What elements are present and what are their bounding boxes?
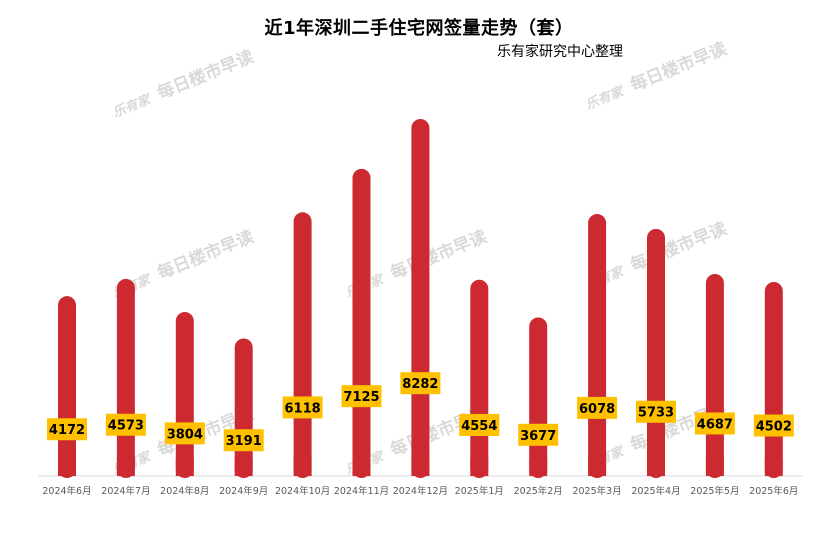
x-tick-label: 2024年9月	[219, 485, 268, 497]
bar	[588, 214, 607, 479]
bar-base	[411, 458, 430, 476]
data-label-bg	[223, 429, 264, 452]
data-label-bg	[577, 396, 618, 419]
bar	[764, 281, 783, 478]
bar-base	[234, 458, 253, 476]
bar	[175, 312, 194, 478]
data-label: 6118	[285, 401, 321, 416]
x-tick-label: 2024年11月	[334, 485, 389, 497]
data-label: 4554	[461, 419, 497, 434]
bar	[352, 168, 371, 478]
x-tick-label: 2025年4月	[631, 485, 680, 497]
data-label: 8282	[402, 377, 438, 392]
bar-base	[647, 458, 665, 476]
chart-title: 近1年深圳二手住宅网签量走势（套）	[264, 18, 574, 39]
data-label: 5733	[638, 406, 674, 421]
chart-subtitle: 乐有家研究中心整理	[497, 44, 623, 60]
x-tick-label: 2024年6月	[42, 485, 91, 497]
data-label-bg	[518, 423, 559, 446]
bar	[293, 212, 312, 478]
bar-base	[764, 458, 783, 476]
data-label: 4172	[49, 423, 85, 438]
x-tick-label: 2024年7月	[101, 485, 150, 497]
bar	[58, 296, 76, 478]
x-tick-label: 2025年1月	[455, 485, 504, 497]
bar	[116, 278, 135, 478]
bar-base	[175, 458, 194, 476]
bar-base	[58, 458, 76, 476]
data-label: 3804	[167, 427, 203, 442]
bar	[705, 273, 724, 478]
bar-base	[705, 458, 724, 476]
x-tick-label: 2024年8月	[160, 485, 209, 497]
data-label: 4573	[108, 419, 144, 434]
bar-base	[352, 458, 371, 476]
data-label-bg	[459, 413, 500, 436]
data-label-bg	[694, 412, 735, 435]
bar	[411, 119, 430, 478]
bar-base	[470, 458, 489, 476]
bar-base	[293, 458, 312, 476]
bar	[647, 228, 665, 478]
data-label-bg	[47, 418, 87, 441]
data-label: 4687	[697, 417, 733, 432]
x-tick-label: 2025年5月	[690, 485, 739, 497]
bar-base	[588, 458, 607, 476]
x-tick-label: 2025年6月	[749, 485, 798, 497]
bar	[470, 279, 489, 478]
data-label-bg	[105, 413, 146, 436]
x-tick-label: 2025年3月	[572, 485, 621, 497]
data-label: 3191	[226, 434, 262, 449]
data-label-bg	[164, 422, 205, 445]
data-label-bg	[341, 385, 382, 408]
data-label: 6078	[579, 402, 615, 417]
bar	[234, 338, 253, 478]
data-label: 7125	[343, 390, 379, 405]
bar-base	[529, 458, 548, 476]
x-tick-label: 2025年2月	[514, 485, 563, 497]
x-tick-label: 2024年10月	[275, 485, 330, 497]
data-label-bg	[753, 414, 794, 437]
data-label: 3677	[520, 429, 556, 444]
bar-base	[116, 458, 135, 476]
bar	[529, 317, 548, 478]
data-label-bg	[282, 396, 323, 419]
data-label-bg	[400, 372, 441, 395]
data-label-bg	[636, 400, 676, 423]
x-tick-label: 2024年12月	[393, 485, 448, 497]
data-label: 4502	[756, 420, 792, 435]
